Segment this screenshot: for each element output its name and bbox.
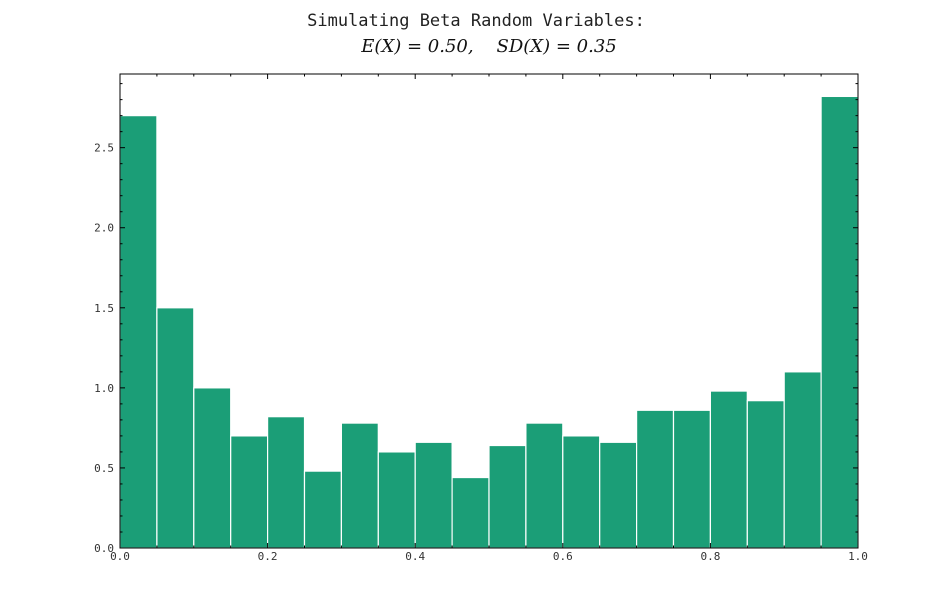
histogram-bar [672,409,712,549]
histogram-bar [562,435,601,549]
y-tick-label: 0.5 [94,462,114,475]
x-tick-label: 1.0 [848,550,868,563]
histogram-bar [820,95,859,549]
histogram-bar [193,387,232,549]
histogram-bar [340,422,379,549]
histogram-bar [709,390,748,549]
histogram-bar [525,422,564,549]
y-tick-label: 1.5 [94,302,114,315]
y-tick-label: 2.0 [94,222,114,235]
x-tick-label: 0.2 [258,550,278,563]
histogram-bar [267,416,306,549]
histogram-bar [156,307,195,549]
plot-area: 0.0 0.2 0.4 0.6 0.8 1.0 0.0 0.5 1.0 1.5 2.0 2.5 [94,73,868,563]
chart-title: Simulating Beta Random Variables: [307,11,645,31]
histogram-bar [377,451,416,549]
histogram-bar [303,470,343,549]
histogram-bar [599,441,638,549]
histogram-bar [119,115,158,549]
x-tick-label: 0.4 [405,550,425,563]
x-tick-label: 0.6 [553,550,573,563]
histogram-bar [783,371,822,549]
histogram-bar [414,441,453,549]
x-tick-label: 0.8 [700,550,720,563]
histogram-bar [635,409,675,549]
histogram-bar [488,444,527,549]
x-tick-label: 0.0 [110,550,130,563]
histogram-bar [230,435,269,549]
y-tick-label: 0.0 [94,542,114,555]
chart-subtitle: E(X) = 0.50, SD(X) = 0.35 [360,36,616,57]
y-tick-label: 2.5 [94,142,114,155]
histogram-bar [451,476,490,549]
y-tick-label: 1.0 [94,382,114,395]
histogram-bar [746,400,785,549]
